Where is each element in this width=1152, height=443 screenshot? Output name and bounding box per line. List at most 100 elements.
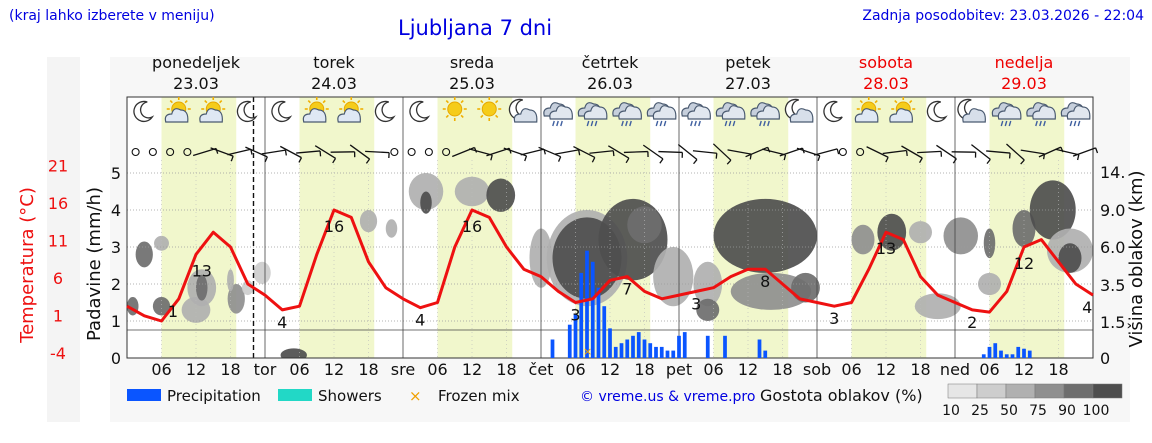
cloud-icon	[302, 108, 327, 123]
precip-bar	[654, 346, 658, 358]
wind-barb	[692, 150, 717, 154]
cloud-icon	[756, 105, 780, 120]
rain-drop	[1077, 120, 1081, 127]
cloud-density-swatch	[947, 383, 978, 399]
wind-barb	[813, 148, 838, 156]
sun-ray	[480, 99, 484, 104]
rain-drop	[625, 120, 628, 127]
rain-drop	[1043, 120, 1046, 127]
partly-sunny-icon	[164, 97, 191, 123]
day-name: nedelja	[995, 53, 1054, 72]
wind-barb-tick	[612, 150, 615, 157]
cloud-blob	[135, 241, 153, 268]
wind-barb-tick	[264, 156, 268, 163]
day-abbr-label: pet	[666, 360, 692, 379]
precip-bar	[659, 346, 664, 358]
wind-barb-tick	[693, 159, 698, 165]
rain-drop	[586, 120, 590, 127]
wind-barb-tick	[885, 156, 889, 163]
precip-bar	[642, 339, 647, 358]
wind-barb	[486, 147, 510, 157]
precip-bar	[573, 313, 578, 358]
hour-tick: 18	[910, 360, 930, 379]
cloud-blob	[253, 261, 271, 284]
wind-barb	[971, 144, 991, 160]
temperature-label: 12	[1014, 254, 1034, 273]
cloud-icon	[199, 108, 223, 123]
cloud-density-step: 90	[1058, 403, 1076, 419]
moon-icon	[374, 100, 395, 123]
wind-calm	[407, 147, 416, 157]
cloud-icon	[962, 108, 986, 123]
day-name: četrtek	[582, 53, 640, 72]
wind-barb	[936, 144, 957, 160]
precip-bar	[1004, 354, 1009, 358]
sun-ray	[480, 114, 484, 119]
hour-tick: 12	[324, 360, 344, 379]
rain-drop	[621, 120, 624, 127]
sun-ray	[184, 99, 188, 104]
rain-drop	[763, 120, 766, 127]
wind-calm	[166, 147, 175, 157]
cloud-blob	[359, 210, 378, 233]
cloud-icon	[854, 108, 879, 123]
cloud-blob	[851, 224, 875, 255]
sun-ray	[322, 99, 326, 104]
cloud-rain-icon	[750, 102, 780, 127]
day-abbr-label: sre	[391, 360, 415, 379]
cloud-icon	[337, 108, 361, 123]
precip-bar	[705, 335, 710, 358]
rain-drop	[655, 120, 659, 127]
wind-barb	[917, 150, 942, 154]
rain-drop	[1004, 120, 1008, 127]
sun-ray	[307, 99, 311, 104]
precip-axis-label: Padavine (mm/h)	[84, 187, 105, 341]
temperature-label: 3	[691, 294, 701, 313]
cloud-rain-icon	[646, 102, 677, 127]
sun-ray	[445, 99, 449, 104]
precip-bar	[648, 343, 653, 358]
precip-bar	[757, 339, 762, 358]
cloud-blob	[693, 261, 723, 307]
temperature-label: 1	[168, 302, 178, 321]
cloud-density-swatch	[1063, 383, 1094, 399]
wind-barb-tick	[524, 155, 528, 162]
moon-cloud-icon	[508, 98, 538, 123]
rain-drop	[1000, 120, 1004, 127]
precip-tick: 4	[111, 201, 121, 220]
wind-barb-tick	[625, 157, 630, 164]
wind-barb-tick	[659, 158, 664, 164]
day-date: 24.03	[311, 74, 357, 93]
temp-axis-panel	[47, 57, 80, 422]
page-title: Ljubljana 7 dni	[398, 16, 553, 40]
wind-barb-tick	[557, 156, 562, 162]
wind-calm	[390, 147, 399, 157]
credit-link[interactable]: © vreme.us & vreme.pro	[580, 389, 755, 405]
region-menu-hint[interactable]: (kraj lahko izberete v meniju)	[9, 8, 215, 24]
day-abbr-label: tor	[254, 360, 277, 379]
cloud-blob	[1058, 243, 1082, 273]
precip-bar	[1010, 354, 1015, 358]
sun-ray	[909, 99, 913, 104]
cloud-density-swatch	[1034, 383, 1065, 399]
precip-bar	[550, 339, 555, 358]
wind-barb	[727, 149, 752, 155]
hour-tick: 18	[772, 360, 792, 379]
rain-drop	[590, 120, 594, 127]
cloud-height-tick: 0	[1100, 349, 1110, 368]
hour-tick: 06	[703, 360, 723, 379]
sunny-icon	[442, 97, 467, 121]
wind-barb-tick	[1020, 159, 1025, 165]
wind-barb	[1020, 149, 1045, 155]
partly-sunny-icon	[302, 97, 329, 123]
wind-calm	[148, 147, 157, 157]
day-name: sobota	[859, 53, 913, 72]
precip-bar	[596, 287, 601, 358]
wind-barb	[554, 149, 579, 155]
rain-drop	[556, 120, 559, 127]
sun-icon	[447, 101, 463, 117]
cloud-density-swatch	[976, 383, 1007, 399]
temp-axis-label: Temperatura (°C)	[17, 187, 38, 344]
moon-icon	[926, 100, 947, 123]
hour-tick: 18	[1048, 360, 1068, 379]
